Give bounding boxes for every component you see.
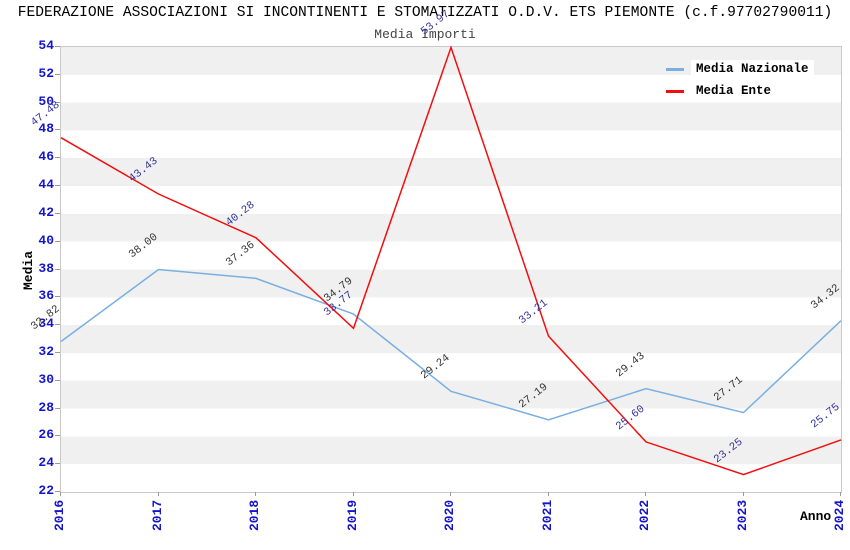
x-tick-label: 2019 — [344, 499, 360, 531]
x-tick-mark — [547, 492, 549, 496]
x-tick-label: 2017 — [149, 499, 165, 531]
x-tick-label: 2018 — [247, 499, 262, 531]
y-tick-mark — [55, 101, 60, 103]
y-tick-mark — [55, 240, 60, 242]
y-tick-label: 44 — [38, 177, 54, 193]
y-tick-label: 22 — [38, 483, 54, 498]
y-tick-mark — [55, 268, 60, 270]
plot-area — [60, 45, 842, 493]
legend-item-media-ente: Media Ente — [666, 80, 814, 102]
y-tick-mark — [55, 324, 60, 326]
x-tick-mark — [352, 492, 354, 496]
y-tick-label: 52 — [38, 65, 54, 81]
y-tick-mark — [55, 435, 60, 437]
x-tick-label: 2020 — [442, 499, 457, 531]
x-tick-mark — [840, 492, 841, 496]
y-tick-mark — [55, 185, 60, 187]
legend-line-swatch-red — [666, 89, 684, 93]
y-tick-label: 42 — [38, 204, 54, 220]
y-tick-label: 46 — [38, 149, 54, 165]
line-series-svg — [60, 45, 842, 476]
y-tick-label: 28 — [38, 399, 54, 415]
x-tick-mark — [157, 492, 159, 496]
x-tick-label: 2024 — [832, 499, 847, 531]
y-tick-mark — [55, 296, 60, 298]
y-tick-label: 54 — [38, 38, 54, 53]
y-tick-label: 50 — [38, 93, 54, 109]
y-tick-mark — [55, 491, 60, 492]
y-tick-mark — [55, 351, 60, 353]
y-tick-label: 32 — [38, 343, 54, 359]
x-tick-mark — [60, 492, 61, 496]
x-tick-mark — [450, 492, 451, 496]
y-tick-mark — [55, 73, 60, 75]
y-tick-mark — [55, 46, 60, 47]
y-tick-label: 38 — [38, 260, 54, 276]
x-tick-mark — [255, 492, 256, 496]
series-line-media-ente — [60, 45, 842, 476]
y-tick-label: 48 — [38, 121, 54, 137]
x-tick-mark — [645, 492, 646, 496]
legend: Media Nazionale Media Ente — [666, 58, 814, 102]
y-tick-mark — [55, 212, 60, 214]
x-tick-label: 2023 — [734, 499, 750, 531]
legend-item-media-nazionale: Media Nazionale — [666, 58, 814, 80]
chart-title: FEDERAZIONE ASSOCIAZIONI SI INCONTINENTI… — [17, 5, 833, 21]
x-tick-label: 2016 — [52, 499, 67, 531]
y-tick-mark — [55, 463, 60, 465]
legend-line-swatch-blue — [666, 67, 684, 71]
y-tick-mark — [55, 157, 60, 159]
x-tick-mark — [742, 492, 744, 496]
y-tick-label: 34 — [38, 316, 54, 332]
y-tick-label: 30 — [38, 371, 54, 387]
y-tick-mark — [55, 379, 60, 381]
y-tick-label: 36 — [38, 288, 54, 304]
series-line-media-nazionale — [60, 268, 842, 421]
y-tick-label: 26 — [38, 427, 54, 443]
x-tick-label: 2021 — [539, 499, 555, 531]
y-tick-label: 40 — [38, 232, 54, 248]
x-axis-label: Anno — [800, 509, 832, 524]
x-tick-label: 2022 — [637, 499, 652, 531]
legend-label-media-nazionale: Media Nazionale — [691, 60, 814, 78]
y-tick-label: 24 — [38, 455, 54, 471]
chart-subtitle: Media Importi — [374, 27, 476, 42]
y-tick-mark — [55, 129, 60, 131]
y-tick-mark — [55, 407, 60, 409]
legend-label-media-ente: Media Ente — [691, 82, 777, 100]
